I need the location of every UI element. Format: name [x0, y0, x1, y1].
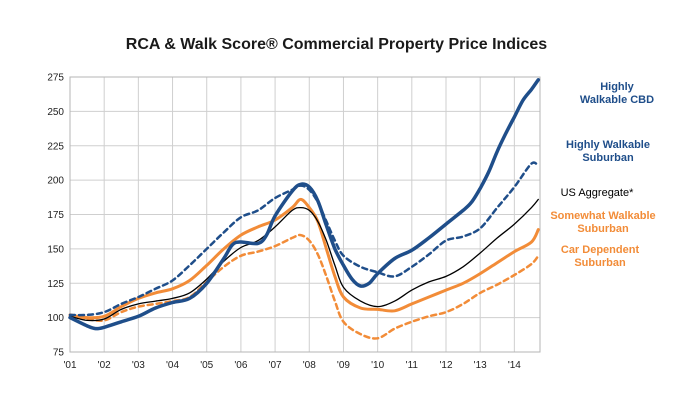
series-line-somewhat-walkable-suburban [68, 197, 540, 320]
y-tick-label: 275 [47, 73, 64, 84]
x-tick-label: '02 [98, 360, 111, 371]
plot-frame [69, 76, 541, 353]
x-tick-label: '10 [371, 360, 384, 371]
x-tick-label: '01 [63, 360, 76, 371]
x-tick-label: '12 [439, 360, 452, 371]
x-tick-label: '14 [508, 360, 521, 371]
y-tick-label: 125 [47, 279, 64, 290]
series-line-car-dependent-suburban [68, 233, 540, 340]
x-tick-label: '04 [166, 360, 179, 371]
legend-label-somewhat-walkable-suburban: Suburban [577, 223, 629, 235]
x-tick-label: '06 [234, 360, 247, 371]
x-tick-label: '11 [406, 360, 419, 371]
chart-title: RCA & Walk Score® Commercial Property Pr… [125, 36, 548, 53]
series-line-highly-walkable-cbd [68, 78, 541, 331]
series-line-us-aggregate [69, 198, 539, 322]
y-tick-label: 100 [47, 313, 64, 324]
legend-label-somewhat-walkable-suburban: Somewhat Walkable [550, 210, 655, 222]
legend-label-us-aggregate: US Aggregate* [561, 187, 634, 199]
legend-label-highly-walkable-suburban: Highly Walkable [566, 139, 650, 151]
x-tick-label: '03 [132, 360, 145, 371]
y-tick-label: 225 [47, 141, 64, 152]
grid-layer [69, 76, 541, 353]
x-tick-label: '09 [337, 360, 350, 371]
legend-label-highly-walkable-cbd: Walkable CBD [580, 94, 654, 106]
legend-label-car-dependent-suburban: Car Dependent [561, 244, 640, 256]
x-tick-label: '08 [303, 360, 316, 371]
y-tick-label: 175 [47, 210, 64, 221]
x-tick-label: '05 [200, 360, 213, 371]
legend-label-car-dependent-suburban: Suburban [574, 257, 626, 269]
y-tick-label: 200 [47, 176, 64, 187]
x-tick-label: '13 [474, 360, 487, 371]
axis-layer: 75 100 125 150 175 200 225 250 275 '01 '02 '03 '04 '0… [47, 73, 521, 372]
y-tick-label: 150 [47, 244, 64, 255]
x-tick-label: '07 [269, 360, 282, 371]
series-layer [68, 78, 541, 340]
legend-label-highly-walkable-suburban: Suburban [582, 152, 634, 164]
legend-label-highly-walkable-cbd: Highly [600, 81, 634, 93]
y-tick-label: 75 [53, 348, 65, 359]
y-tick-label: 250 [47, 107, 64, 118]
